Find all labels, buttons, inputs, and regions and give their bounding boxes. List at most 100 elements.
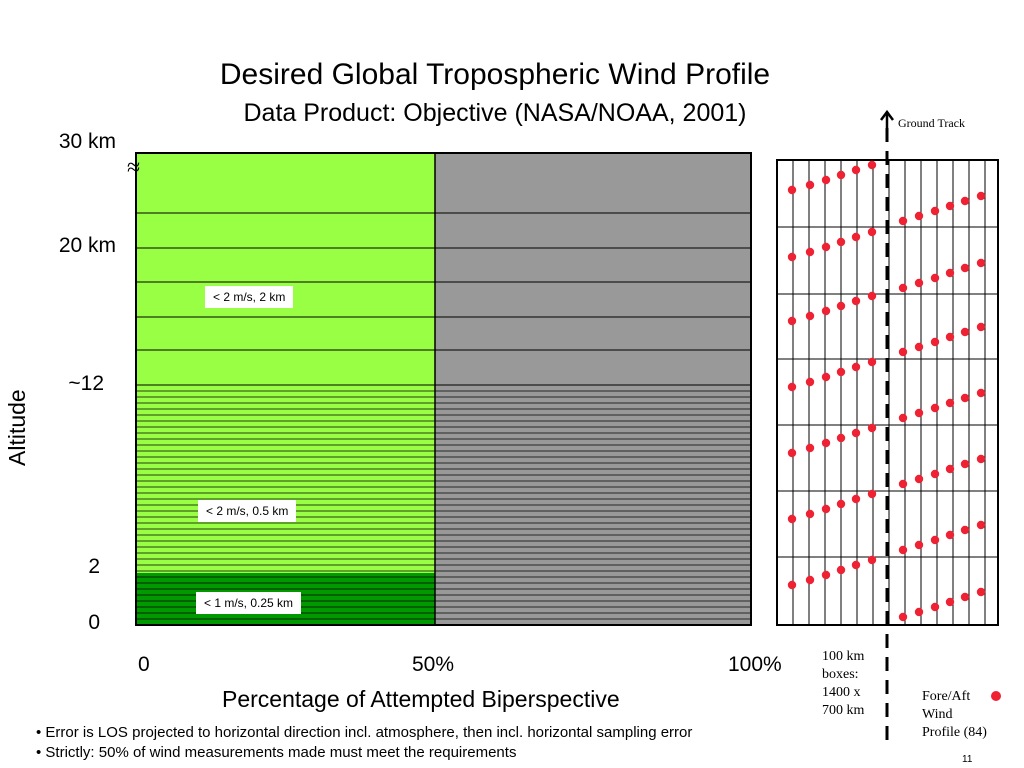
ground-track-arrowhead <box>880 109 894 121</box>
wind-profile-dot <box>836 170 846 180</box>
dot-legend: Fore/Aft Wind Profile (84) <box>922 688 987 742</box>
wind-profile-dot <box>960 196 970 206</box>
wind-profile-dot <box>945 464 955 474</box>
wind-profile-dot <box>898 216 908 226</box>
wind-profile-dot <box>960 263 970 273</box>
wind-profile-dot <box>805 443 815 453</box>
wind-profile-dot <box>836 237 846 247</box>
wind-profile-dot <box>945 530 955 540</box>
region-label-low: < 1 m/s, 0.25 km <box>196 592 302 614</box>
wind-profile-dot <box>821 242 831 252</box>
wind-profile-dot <box>867 555 877 565</box>
box-caption-line-3: 1400 x <box>822 685 861 700</box>
y-label-0: 0 <box>88 611 100 634</box>
box-caption: 100 km boxes: 1400 x 700 km <box>822 648 864 720</box>
region-label-mid: < 2 m/s, 0.5 km <box>198 500 297 522</box>
wind-profile-dot <box>930 469 940 479</box>
wind-profile-dot <box>976 587 986 597</box>
wind-profile-dot <box>960 525 970 535</box>
wind-profile-dot <box>851 296 861 306</box>
box-caption-line-2: boxes: <box>822 667 859 682</box>
legend-line-2: Wind <box>922 707 953 722</box>
region-upper-green <box>136 153 435 385</box>
wind-profile-dot <box>787 185 797 195</box>
wind-profile-dot <box>930 337 940 347</box>
wind-profile-dot <box>976 191 986 201</box>
wind-profile-dot <box>960 459 970 469</box>
wind-profile-dot <box>976 388 986 398</box>
wind-profile-dot <box>787 448 797 458</box>
wind-profile-dot <box>787 580 797 590</box>
x-label-0: 0 <box>138 653 150 676</box>
legend-dot <box>991 691 1001 701</box>
wind-profile-dot <box>805 575 815 585</box>
legend-line-1: Fore/Aft <box>922 689 971 704</box>
wind-profile-dot <box>787 316 797 326</box>
note-1: • Error is LOS projected to horizontal d… <box>36 724 693 741</box>
region-unmet-gray <box>435 153 751 625</box>
wind-profile-dot <box>836 301 846 311</box>
y-label-30km: 30 km <box>58 130 116 153</box>
page-number: 11 <box>962 754 973 765</box>
y-label-12: ~12 <box>68 372 104 395</box>
x-label-100: 100% <box>728 653 782 676</box>
slide-subtitle: Data Product: Objective (NASA/NOAA, 2001… <box>243 99 747 127</box>
region-label-upper: < 2 m/s, 2 km <box>205 286 294 308</box>
legend-line-3: Profile (84) <box>922 725 987 740</box>
region-mid-green <box>136 385 435 573</box>
box-caption-line-1: 100 km <box>822 649 865 664</box>
box-caption-line-4: 700 km <box>822 703 865 718</box>
wind-profile-dot <box>836 565 846 575</box>
ground-track-label: Ground Track <box>898 116 966 130</box>
chart-frame <box>135 152 752 626</box>
wind-profile-dot <box>821 504 831 514</box>
wind-profile-dot <box>867 160 877 170</box>
wind-profile-dot <box>867 291 877 301</box>
y-label-20km: 20 km <box>58 234 116 257</box>
wind-profile-dot <box>945 268 955 278</box>
wind-profile-dot <box>898 347 908 357</box>
wind-profile-dot <box>898 612 908 622</box>
x-label-50: 50% <box>412 653 455 676</box>
wind-profile-dot <box>805 180 815 190</box>
wind-profile-dot <box>836 367 846 377</box>
wind-profile-dot <box>976 258 986 268</box>
wind-profile-dot <box>960 393 970 403</box>
note-2: • Strictly: 50% of wind measurements mad… <box>36 744 517 761</box>
wind-profile-dot <box>914 607 924 617</box>
wind-profile-dot <box>851 428 861 438</box>
wind-profile-dot <box>805 509 815 519</box>
wind-profile-dot <box>930 206 940 216</box>
y-axis-title: Altitude <box>4 389 30 466</box>
wind-profile-dot <box>945 201 955 211</box>
wind-profile-dot <box>930 403 940 413</box>
wind-profile-dot <box>787 252 797 262</box>
wind-profile-dot <box>805 311 815 321</box>
wind-profile-dot <box>805 377 815 387</box>
wind-profile-dot <box>805 247 815 257</box>
wind-profile-dot <box>930 535 940 545</box>
wind-profile-dot <box>821 570 831 580</box>
wind-profile-dot <box>836 433 846 443</box>
wind-profile-dot <box>851 165 861 175</box>
wind-profile-dot <box>976 520 986 530</box>
wind-profile-dot <box>960 592 970 602</box>
grid-lines <box>136 212 751 620</box>
wind-profile-dot <box>898 479 908 489</box>
wind-profile-dot <box>914 408 924 418</box>
y-label-2: 2 <box>88 555 100 578</box>
wind-profile-dot <box>867 357 877 367</box>
wind-profile-dot <box>914 278 924 288</box>
x-axis-title: Percentage of Attempted Biperspective <box>222 686 620 712</box>
wind-profile-dot <box>914 540 924 550</box>
wind-profile-dot <box>867 489 877 499</box>
wind-profile-dot <box>945 398 955 408</box>
wind-profile-dot <box>867 227 877 237</box>
wind-profile-dot <box>787 382 797 392</box>
wind-profile-dot <box>851 232 861 242</box>
wind-profile-dot <box>851 362 861 372</box>
wind-profile-dot <box>945 597 955 607</box>
wind-profile-dot <box>976 322 986 332</box>
wind-profile-dot <box>898 545 908 555</box>
wind-profile-dot <box>945 332 955 342</box>
